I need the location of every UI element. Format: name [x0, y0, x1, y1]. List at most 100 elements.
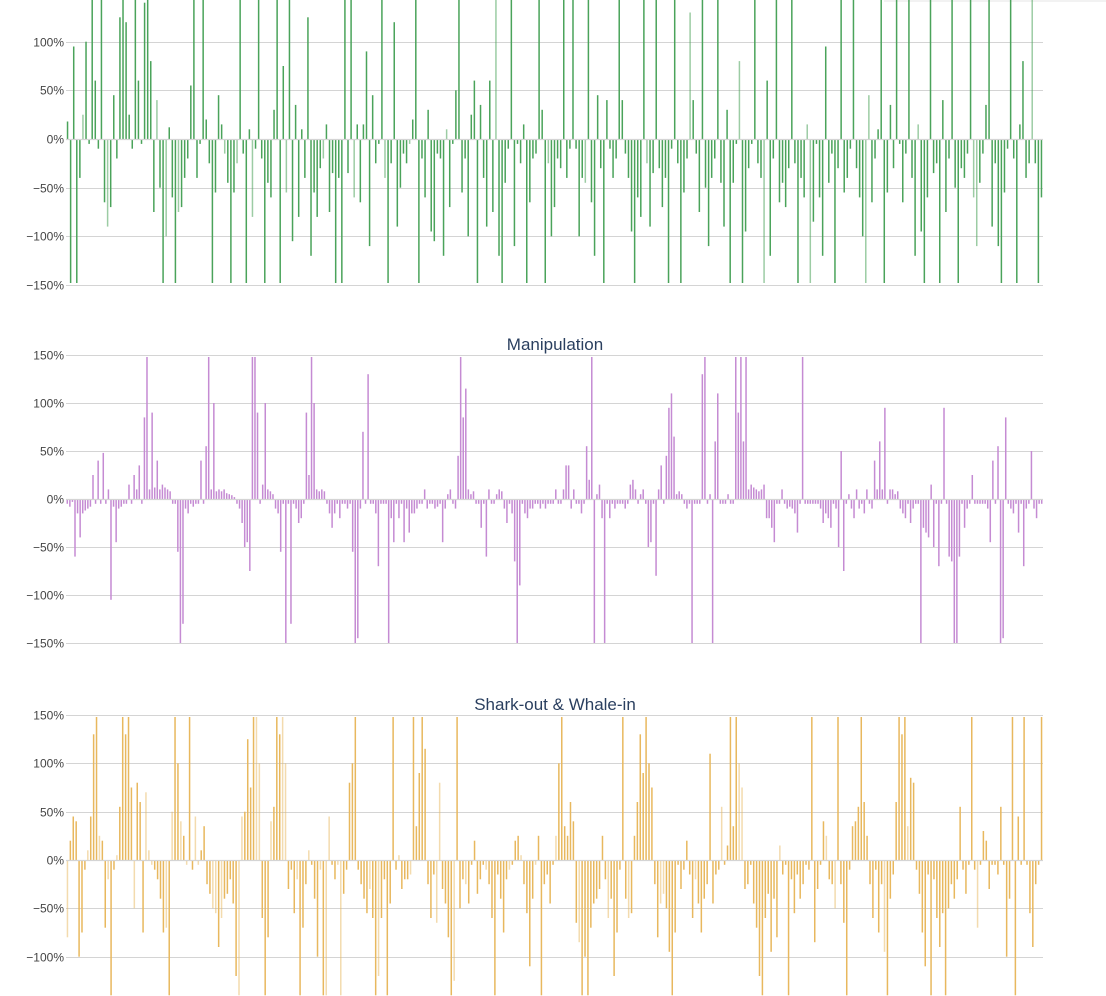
bar — [145, 792, 147, 860]
bar — [223, 139, 226, 154]
bar — [819, 499, 822, 509]
bar — [740, 357, 742, 499]
bar — [982, 139, 984, 154]
bar — [1005, 860, 1008, 957]
y-tick-label: 50% — [40, 84, 64, 98]
bar — [974, 499, 976, 504]
bar — [359, 499, 362, 509]
y-tick-label: −100% — [26, 589, 64, 603]
bar — [328, 499, 331, 514]
bar — [735, 357, 737, 499]
bar — [107, 489, 110, 499]
bar — [953, 499, 956, 643]
bar — [828, 860, 831, 880]
bar — [646, 139, 648, 164]
bar — [744, 139, 747, 232]
bar — [927, 499, 930, 538]
bar — [146, 357, 148, 499]
bar — [399, 139, 402, 188]
bar — [294, 104, 297, 139]
bar — [892, 139, 895, 169]
bar — [529, 499, 531, 509]
bar — [612, 139, 614, 178]
bar — [1020, 860, 1022, 865]
bar — [139, 802, 141, 860]
bar — [871, 139, 873, 203]
bar — [719, 499, 722, 504]
bar — [522, 124, 525, 139]
bar — [925, 499, 927, 533]
bar — [220, 860, 223, 918]
bar — [205, 446, 207, 499]
bar — [308, 475, 310, 499]
y-tick-label: 50% — [40, 806, 64, 820]
bar — [493, 499, 495, 504]
bar — [552, 860, 554, 865]
bar — [71, 499, 74, 502]
bar — [997, 139, 1000, 247]
bar — [384, 139, 386, 178]
bar — [84, 499, 87, 511]
bar — [1030, 451, 1033, 499]
bar — [360, 860, 362, 885]
bar — [966, 499, 968, 509]
bar — [150, 61, 152, 139]
bar — [97, 139, 100, 149]
bar — [174, 139, 177, 283]
bar — [954, 139, 956, 188]
bar — [445, 129, 448, 139]
bar — [585, 446, 588, 499]
bar — [194, 816, 197, 860]
bar — [543, 860, 546, 885]
bar — [729, 499, 732, 504]
bar — [758, 860, 761, 976]
bar — [79, 499, 81, 538]
bar — [886, 499, 889, 504]
bar — [501, 139, 503, 283]
bar — [465, 860, 467, 885]
bar — [636, 802, 639, 860]
bar — [233, 139, 235, 193]
bar — [136, 782, 138, 860]
bar — [458, 0, 460, 139]
bar — [206, 860, 208, 885]
bar — [278, 734, 281, 860]
bar — [878, 441, 881, 499]
bar — [991, 139, 993, 227]
bar — [627, 499, 629, 504]
bar — [387, 139, 389, 283]
bar — [575, 860, 578, 923]
bar — [321, 489, 323, 499]
bar — [828, 139, 830, 183]
bar — [223, 489, 225, 499]
y-tick-label: −50% — [33, 541, 64, 555]
y-tick-label: 100% — [33, 757, 64, 771]
bar — [433, 860, 435, 875]
bar — [210, 489, 213, 499]
bar — [994, 139, 996, 164]
bar — [112, 499, 115, 507]
bar — [1023, 717, 1025, 860]
bar — [799, 860, 801, 899]
bar — [606, 499, 608, 504]
bar — [230, 139, 232, 283]
bar — [649, 139, 651, 227]
bar — [801, 357, 804, 499]
bar — [279, 499, 282, 552]
bar — [301, 129, 303, 139]
bar — [260, 139, 263, 159]
bar — [858, 139, 861, 198]
bar — [863, 499, 866, 514]
bar — [195, 499, 197, 504]
bar — [769, 139, 771, 256]
bar — [168, 127, 170, 139]
bar — [196, 139, 198, 178]
bar — [153, 860, 156, 870]
bar — [979, 860, 982, 865]
bar — [1025, 139, 1027, 178]
bar — [556, 139, 559, 159]
bar — [297, 139, 300, 217]
bar — [69, 139, 72, 283]
bar — [831, 139, 833, 154]
bar — [1033, 499, 1035, 509]
